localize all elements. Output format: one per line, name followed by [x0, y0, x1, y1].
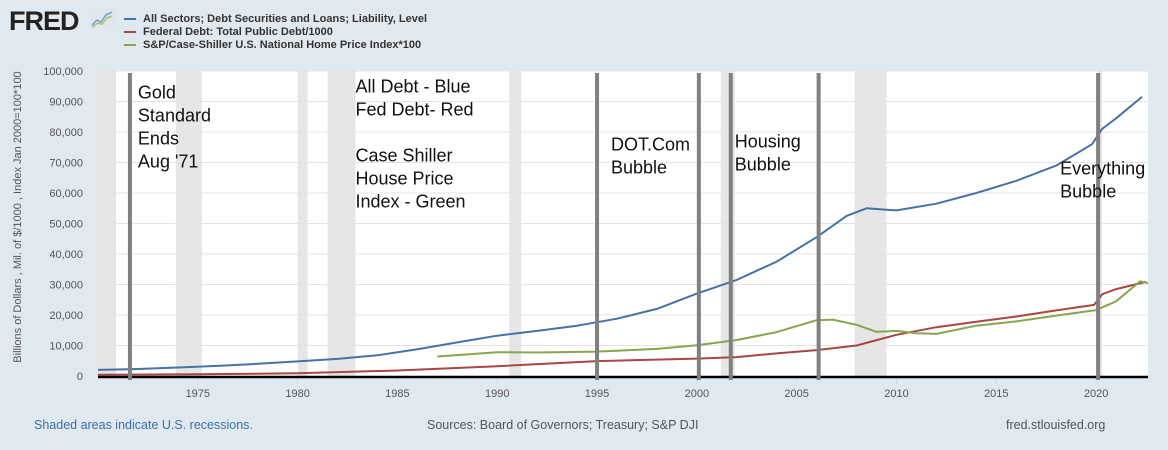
y-tick-label: 100,000 [43, 66, 83, 78]
series-line-2 [97, 280, 1147, 376]
annotation-line-text: Bubble [611, 157, 667, 177]
legend-label: Federal Debt: Total Public Debt/1000 [143, 25, 333, 38]
legend-item[interactable]: S&P/Case-Shiller U.S. National Home Pric… [124, 38, 427, 51]
annotation-line-text: Standard [138, 105, 211, 125]
y-tick-label: 30,000 [49, 280, 83, 292]
y-tick-label: 40,000 [49, 249, 83, 261]
annotation-text: Gold Standard Ends Aug '71 [138, 82, 211, 171]
legend-swatch-red [124, 30, 136, 33]
x-tick-label: 1975 [186, 388, 210, 400]
y-tick-label: 0 [77, 371, 83, 383]
y-tick-label: 80,000 [49, 127, 83, 139]
x-tick-label: 1995 [585, 388, 609, 400]
y-tick-label: 20,000 [49, 310, 83, 322]
annotation-line-text: DOT.Com [611, 134, 690, 154]
annotation-line-text [356, 122, 361, 142]
site-link[interactable]: fred.stlouisfed.org [1006, 418, 1106, 432]
y-tick-label: 60,000 [49, 188, 83, 200]
annotation-line-text: House Price [356, 168, 454, 188]
annotation-line-text: Bubble [1060, 182, 1116, 202]
x-tick-label: 1990 [485, 388, 509, 400]
y-tick-label: 70,000 [49, 158, 83, 170]
annotation-line-text: Bubble [735, 154, 791, 174]
sources-text: Sources: Board of Governors; Treasury; S… [427, 418, 699, 432]
x-tick-label: 2000 [685, 388, 709, 400]
recession-note: Shaded areas indicate U.S. recessions. [34, 418, 253, 432]
legend-item[interactable]: Federal Debt: Total Public Debt/1000 [124, 25, 427, 38]
legend-swatch-green [124, 43, 136, 46]
annotation-line-text: Gold [138, 82, 176, 102]
annotation-line-text: Index - Green [356, 191, 466, 211]
annotation-line-text: Everything [1060, 159, 1145, 179]
annotation-line-text: Housing [735, 131, 801, 151]
chart-legend: All Sectors; Debt Securities and Loans; … [124, 12, 427, 51]
y-tick-label: 90,000 [49, 97, 83, 109]
legend-label: All Sectors; Debt Securities and Loans; … [143, 12, 428, 25]
x-tick-label: 2005 [784, 388, 808, 400]
annotation-line-text: Case Shiller [356, 145, 453, 165]
x-tick-label: 1985 [385, 388, 409, 400]
y-tick-label: 50,000 [49, 219, 83, 231]
legend-swatch-blue [124, 17, 136, 20]
chart-line-icon [90, 9, 114, 29]
x-tick-label: 2015 [984, 388, 1008, 400]
legend-item[interactable]: All Sectors; Debt Securities and Loans; … [124, 12, 427, 25]
annotation-text: All Debt - Blue Fed Debt- Red Case Shille… [356, 76, 474, 211]
annotation-line-text: Fed Debt- Red [356, 99, 474, 119]
annotation-line-text: Ends [138, 128, 179, 148]
series-line-3 [437, 280, 1149, 358]
x-tick-label: 2010 [884, 388, 908, 400]
fred-logo[interactable]: FRED [9, 6, 79, 36]
y-tick-label: 10,000 [49, 341, 83, 353]
series-line-1 [97, 96, 1143, 371]
legend-label: S&P/Case-Shiller U.S. National Home Pric… [143, 38, 422, 51]
annotation-text: Housing Bubble [735, 131, 801, 174]
annotation-text: DOT.Com Bubble [611, 134, 690, 177]
annotation-line-text: Aug '71 [138, 151, 199, 171]
annotation-line-text: All Debt - Blue [356, 76, 471, 96]
x-tick-label: 2020 [1084, 388, 1108, 400]
annotation-text: Everything Bubble [1060, 159, 1145, 202]
x-tick-label: 1980 [285, 388, 309, 400]
